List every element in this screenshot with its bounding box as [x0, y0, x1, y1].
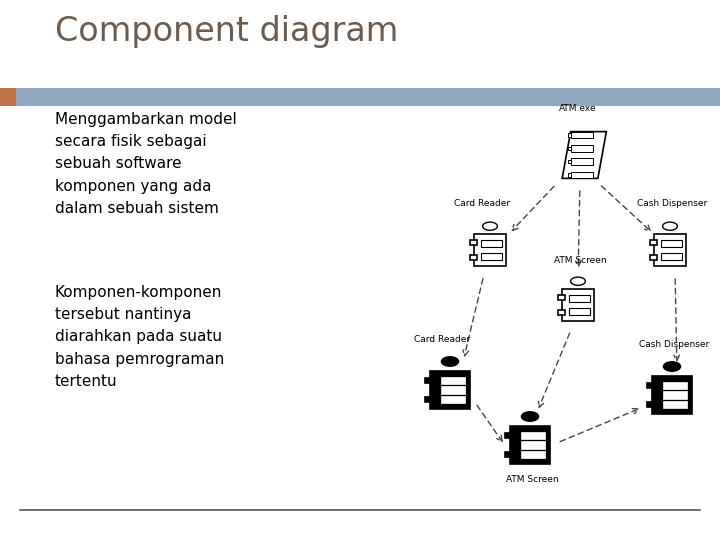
Ellipse shape — [441, 357, 459, 366]
Bar — [482, 253, 502, 260]
Bar — [571, 158, 593, 165]
Text: ATM.exe: ATM.exe — [559, 104, 597, 113]
Bar — [662, 253, 682, 260]
Bar — [521, 451, 545, 458]
Bar — [663, 382, 687, 389]
Bar — [649, 240, 657, 245]
Bar — [662, 240, 682, 247]
Text: Komponen-komponen
tersebut nantinya
diarahkan pada suatu
bahasa pemrograman
tert: Komponen-komponen tersebut nantinya diar… — [55, 285, 224, 389]
Bar — [562, 289, 595, 321]
Ellipse shape — [521, 411, 539, 421]
Polygon shape — [562, 132, 606, 178]
Text: Component diagram: Component diagram — [55, 15, 398, 48]
Ellipse shape — [482, 222, 498, 231]
Bar — [567, 133, 574, 137]
Bar — [649, 255, 657, 260]
Bar — [441, 377, 465, 384]
Bar — [426, 397, 434, 402]
Bar — [567, 173, 574, 177]
Bar — [567, 160, 574, 164]
Bar — [557, 295, 565, 300]
Bar — [441, 396, 465, 403]
Ellipse shape — [662, 222, 678, 231]
Bar — [505, 451, 514, 457]
Bar — [654, 234, 686, 266]
Text: Card Reader: Card Reader — [414, 335, 470, 344]
Text: ATM Screen: ATM Screen — [505, 475, 558, 484]
Text: Cash Dispenser: Cash Dispenser — [637, 199, 707, 208]
Text: Menggambarkan model
secara fisik sebagai
sebuah software
komponen yang ada
dalam: Menggambarkan model secara fisik sebagai… — [55, 112, 237, 216]
Bar — [647, 383, 656, 388]
Text: Cash Dispenser: Cash Dispenser — [639, 340, 709, 349]
Bar — [482, 240, 502, 247]
Bar — [521, 431, 545, 440]
Bar — [571, 172, 593, 178]
Bar — [469, 240, 477, 245]
Bar — [441, 386, 465, 394]
Bar — [652, 376, 692, 414]
Bar — [571, 132, 593, 138]
FancyBboxPatch shape — [0, 88, 720, 106]
Bar — [474, 234, 506, 266]
FancyBboxPatch shape — [0, 88, 16, 106]
Ellipse shape — [571, 277, 585, 285]
Text: Card Reader: Card Reader — [454, 199, 510, 208]
Bar — [570, 295, 590, 301]
Bar — [557, 310, 565, 315]
Bar — [567, 147, 574, 150]
Bar — [571, 145, 593, 152]
Text: ATM Screen: ATM Screen — [554, 256, 606, 265]
Bar — [663, 401, 687, 408]
Bar — [570, 308, 590, 315]
Bar — [663, 391, 687, 399]
Ellipse shape — [663, 362, 680, 372]
Bar — [469, 255, 477, 260]
Bar — [521, 441, 545, 449]
Bar — [426, 377, 434, 383]
Bar — [647, 402, 656, 407]
Bar — [510, 426, 550, 464]
Bar — [430, 371, 470, 409]
Bar — [505, 433, 514, 438]
